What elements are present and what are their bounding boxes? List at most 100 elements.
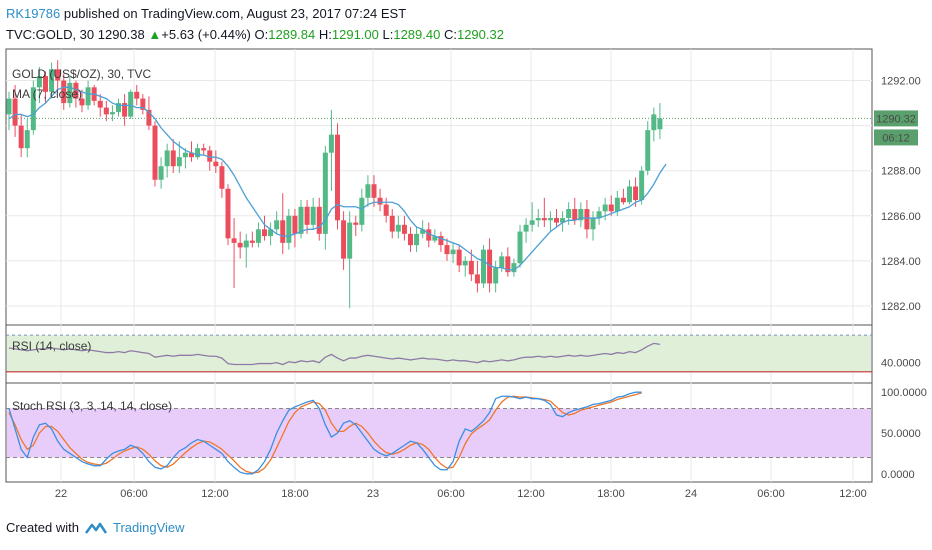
candle-body [67,82,73,104]
candle-body [328,134,334,153]
candle-body [195,148,201,158]
price-pane-title: GOLD (US$/OZ), 30, TVC [12,67,151,81]
candle-body [462,260,468,266]
candle-body [444,245,450,255]
candle-body [24,130,30,149]
time-tick-label: 12:00 [517,488,545,500]
candle-body [426,229,432,241]
candle-body [389,215,395,232]
candle-body [122,103,128,117]
candle-body [541,218,547,221]
candle-body [554,218,559,223]
stoch-k-line [8,391,642,475]
candle-body [255,229,261,243]
last-price-tag-label: 1290.32 [876,113,916,125]
low-value: 1289.40 [393,27,441,42]
time-tick-label: 06:00 [120,488,148,500]
candle-body [213,161,219,167]
price-tick-label: 1286.00 [881,211,921,223]
publish-info: RK19786 published on TradingView.com, Au… [6,6,406,21]
candle-body [140,98,146,110]
price-tick-label: 1282.00 [881,301,921,313]
candle-body [201,148,207,151]
created-with-label: Created with [6,520,79,535]
time-tick-label: 06:00 [437,488,465,500]
candle-body [43,76,48,92]
candle-body [30,87,36,131]
candle-body [286,215,292,243]
candle-body [298,206,304,234]
candle-body [499,256,505,268]
candle-body [468,260,474,275]
candle-body [280,220,286,243]
candle-body [371,184,377,198]
candle-body [359,197,365,225]
candle-body [560,218,566,223]
close-label: C: [443,27,457,42]
candle-body [633,186,639,201]
rsi-band [7,335,871,372]
candle-body [584,209,590,230]
candle-body [73,82,79,99]
candle-body [134,91,140,99]
author-link[interactable]: RK19786 [6,6,61,21]
candle-body [620,197,626,203]
candle-body [517,231,523,264]
symbol-label[interactable]: TVC:GOLD, 30 [6,27,95,42]
candle-body [219,166,225,189]
up-arrow-icon: ▲ [148,27,162,42]
open-label: O: [254,27,269,42]
time-tick-label: 22 [55,488,67,500]
candle-body [292,215,298,234]
candle-body [116,103,121,113]
last-price: 1290.38 [97,27,145,42]
candle-body [207,150,213,162]
candle-body [61,80,67,104]
candle-body [341,220,347,259]
time-tick-label: 23 [367,488,379,500]
candle-body [608,204,614,212]
stoch-tick-label: 0.0000 [881,469,915,481]
candle-body [529,220,535,225]
candle-body [365,184,371,198]
ma-study-label: MA (7, close) [12,87,82,101]
candle-body [225,188,231,239]
candle-body [456,249,462,266]
tradingview-brand[interactable]: TradingView [112,520,185,535]
candle-body [614,197,620,212]
stoch-band [7,408,871,458]
stoch-tick-label: 50.0000 [881,428,921,440]
candle-body [547,218,553,221]
candle-body [158,166,164,180]
rsi-tick-label: 40.0000 [881,358,921,370]
candle-body [432,236,438,241]
candle-body [243,240,249,248]
candle-body [237,242,243,248]
candle-body [55,69,61,81]
candle-body [627,186,632,203]
candle-body [316,206,322,234]
candle-body [36,76,42,88]
candle-body [487,249,493,284]
candle-body [645,130,651,171]
candle-body [414,233,420,246]
candle-body [511,263,517,273]
candle-body [578,209,584,221]
tradingview-logo-icon [84,522,107,534]
candle-body [347,222,353,259]
candle-body [523,224,529,232]
candle-body [535,218,541,221]
candle-body [322,152,328,234]
candle-body [231,238,237,243]
candle-body [49,69,55,92]
published-text: published on TradingView.com, August 23,… [63,6,407,21]
ma-line [8,86,667,271]
close-value: 1290.32 [456,27,504,42]
candle-body [18,125,24,149]
open-value: 1289.84 [268,27,316,42]
candle-body [420,229,426,234]
time-tick-label: 12:00 [201,488,229,500]
price-tick-label: 1284.00 [881,256,921,268]
time-tick-label: 06:00 [757,488,785,500]
